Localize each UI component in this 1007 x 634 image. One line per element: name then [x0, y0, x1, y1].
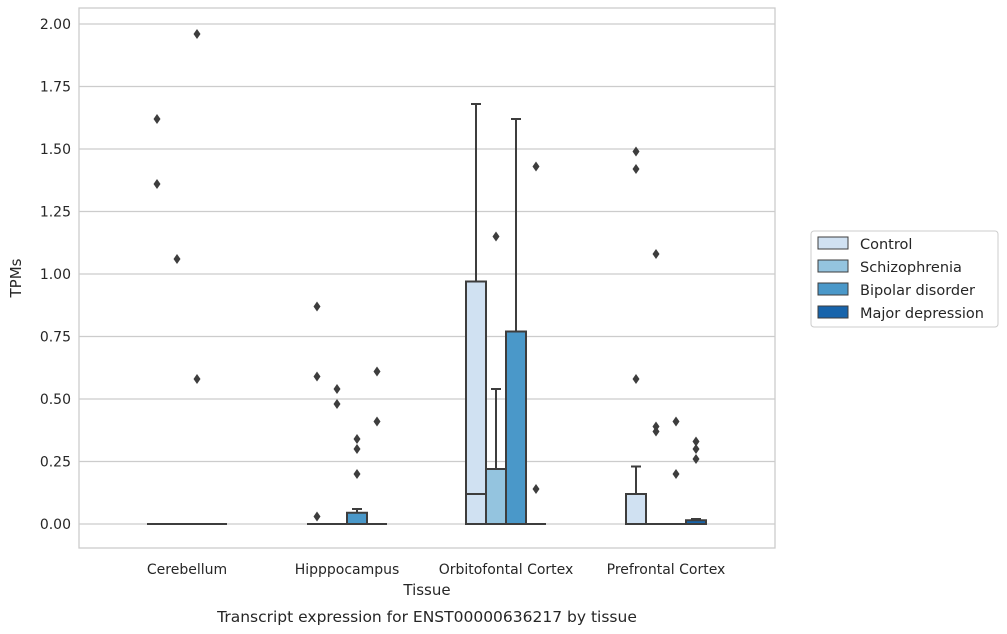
y-tick-label: 0.50 [40, 392, 71, 408]
x-tick-label: Prefrontal Cortex [607, 562, 726, 578]
outlier-point [153, 179, 161, 189]
outlier-point [373, 366, 381, 377]
legend-swatch [817, 282, 849, 296]
outlier-point [353, 469, 361, 479]
outlier-point [193, 374, 201, 384]
box-schizophrenia-3 [646, 249, 666, 525]
box-major-depression-1 [367, 366, 387, 525]
box-control-0 [147, 114, 167, 525]
outlier-point [652, 249, 660, 259]
legend-label: Schizophrenia [860, 260, 962, 276]
box-body [485, 468, 507, 525]
box-control-1 [307, 301, 327, 525]
outlier-point [652, 426, 660, 437]
boxes [147, 29, 707, 525]
outlier-point [632, 374, 640, 384]
outlier-point [532, 484, 540, 494]
legend: Control Schizophrenia Bipolar disorder Majo… [810, 230, 999, 328]
gridlines [79, 23, 775, 525]
outlier-point [333, 384, 341, 394]
outlier-point [193, 29, 201, 39]
legend-swatch [817, 259, 849, 273]
x-axis-title: Tissue [402, 581, 450, 599]
box-bipolar-disorder-3 [666, 416, 686, 525]
legend-label: Control [860, 237, 912, 253]
x-tick-label: Hipppocampus [295, 562, 400, 578]
box-body [625, 493, 647, 525]
outlier-point [333, 399, 341, 409]
y-tick-label: 0.00 [40, 517, 71, 533]
plot-frame [78, 7, 776, 549]
box-body [465, 280, 487, 525]
y-tick-label: 1.25 [40, 205, 71, 221]
box-control-3 [625, 146, 647, 525]
outlier-point [313, 511, 321, 522]
outlier-point [672, 416, 680, 427]
x-tick-label: Cerebellum [147, 562, 227, 578]
box-schizophrenia-0 [167, 254, 187, 525]
box-schizophrenia-1 [327, 384, 347, 525]
outlier-point [632, 146, 640, 157]
y-tick-label: 0.75 [40, 330, 71, 346]
y-tick-label: 1.00 [40, 267, 71, 283]
plot-area [79, 8, 775, 548]
outlier-point [313, 371, 321, 382]
legend-frame [810, 230, 999, 328]
outlier-point [373, 416, 381, 427]
legend-swatch [817, 305, 849, 319]
legend-swatch [817, 236, 849, 250]
box-body [505, 330, 527, 525]
outlier-point [692, 454, 700, 464]
box-body [346, 511, 368, 525]
box-major-depression-3 [685, 436, 707, 525]
x-tick-label: Orbitofontal Cortex [439, 562, 574, 578]
outlier-point [313, 301, 321, 312]
y-axis-ticks: 0.00 0.25 0.50 0.75 1.00 1.25 1.50 1.75 2.00 [40, 17, 71, 533]
x-axis-ticks: Cerebellum Hipppocampus Orbitofontal Corte… [147, 562, 725, 578]
box-control-2 [465, 103, 487, 525]
outlier-point [353, 434, 361, 444]
outlier-point [353, 444, 361, 454]
outlier-point [173, 254, 181, 264]
y-tick-label: 0.25 [40, 455, 71, 471]
outlier-point [672, 469, 680, 479]
outlier-point [692, 436, 700, 447]
y-tick-label: 1.50 [40, 142, 71, 158]
outlier-point [492, 231, 500, 242]
legend-label: Major depression [860, 306, 984, 322]
outlier-point [632, 164, 640, 174]
y-tick-label: 2.00 [40, 17, 71, 33]
box-major-depression-2 [526, 161, 546, 525]
outlier-point [532, 161, 540, 172]
chart-caption: Transcript expression for ENST0000063621… [216, 608, 637, 626]
y-tick-label: 1.75 [40, 80, 71, 96]
y-axis-title: TPMs [7, 258, 25, 298]
box-bipolar-disorder-2 [505, 118, 527, 525]
box-bipolar-disorder-1 [346, 434, 368, 525]
outlier-point [692, 444, 700, 454]
legend-label: Bipolar disorder [860, 283, 975, 299]
outlier-point [153, 114, 161, 124]
box-bipolar-disorder-0 [187, 29, 207, 525]
